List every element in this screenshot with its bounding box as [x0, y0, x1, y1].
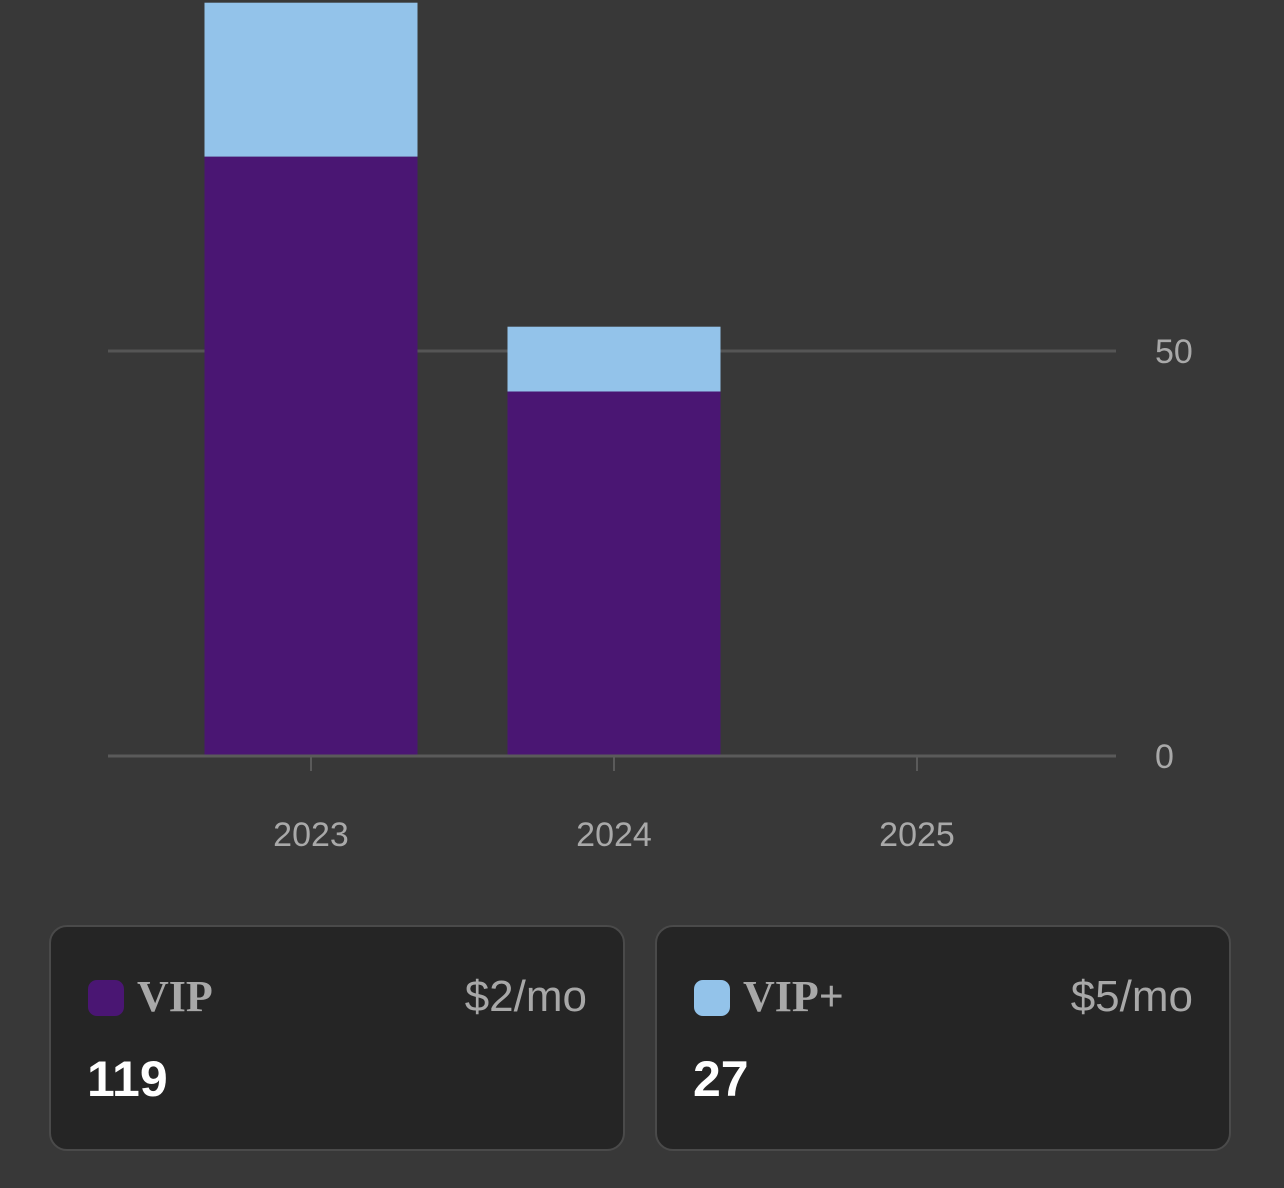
vip-plus-member-count: 27: [693, 1051, 749, 1107]
chart-canvas: 0 50 2023 2024 2025: [108, 2, 1193, 854]
vip-member-count: 119: [87, 1051, 168, 1107]
y-tick-label-50: 50: [1155, 333, 1193, 371]
tick-labels: 0 50 2023 2024 2025: [273, 333, 1193, 854]
legend-cards: VIP $2/mo 119 VIP+ $5/mo 27: [49, 925, 1236, 1153]
x-axis: [108, 754, 1116, 771]
vip-color-swatch: [88, 980, 124, 1016]
bar-vip-2024: [507, 326, 721, 392]
stacked-bar-chart: 0 50 2023 2024 2025: [108, 2, 1193, 854]
bars: [204, 2, 721, 757]
vip-plus-tier-price: $5/mo: [1070, 972, 1193, 1021]
x-tick-label-2023: 2023: [273, 816, 349, 854]
y-tick-label-0: 0: [1155, 738, 1174, 776]
vip-plus-tier-name: VIP+: [743, 972, 844, 1021]
vip-tier-price: $2/mo: [464, 972, 587, 1021]
x-tick-label-2024: 2024: [576, 816, 652, 854]
bar-vip-2023: [204, 2, 418, 157]
bar-vip-2023: [204, 156, 418, 757]
legend-card-vip: VIP $2/mo 119: [49, 925, 625, 1151]
legend-card-vip-plus: VIP+ $5/mo 27: [655, 925, 1231, 1151]
x-tick-label-2025: 2025: [879, 816, 955, 854]
vip-plus-color-swatch: [694, 980, 730, 1016]
vip-tier-name: VIP: [137, 972, 213, 1021]
bar-vip-2024: [507, 391, 721, 756]
